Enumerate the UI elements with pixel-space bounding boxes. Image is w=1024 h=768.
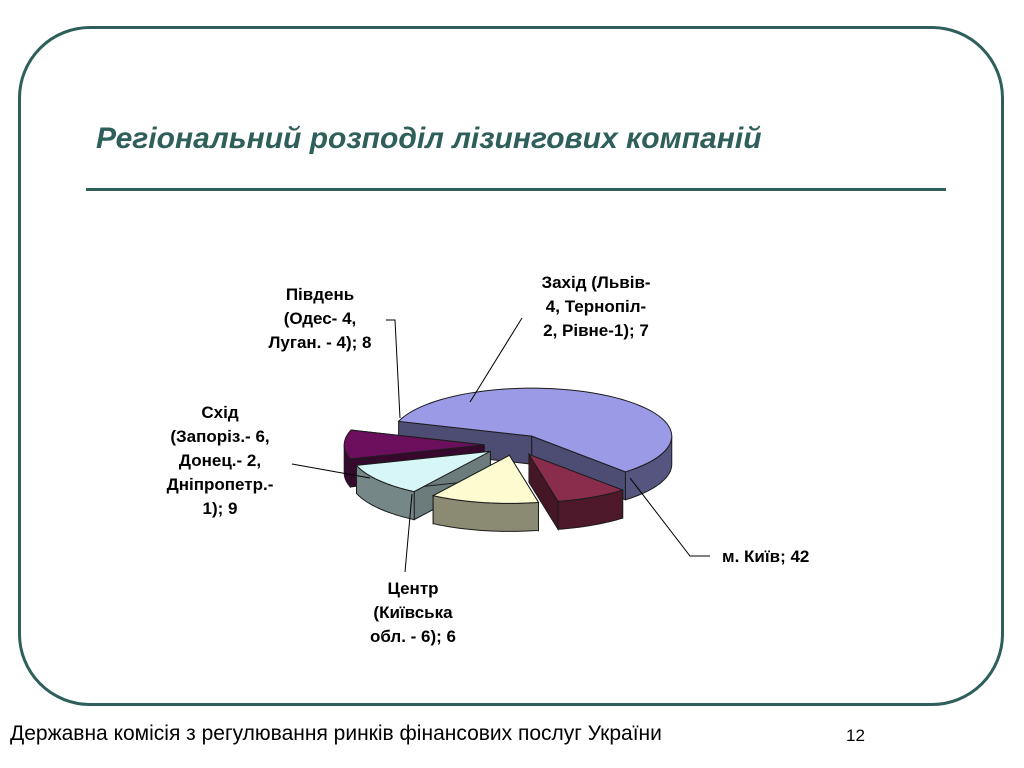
data-label-line: Луган. - 4); 8 — [269, 333, 372, 352]
footer-text: Державна комісія з регулювання ринків фі… — [10, 722, 662, 745]
data-label-line: Центр — [387, 579, 438, 598]
data-label-line: (Київська — [373, 603, 453, 622]
leader-line-4 — [469, 317, 523, 403]
data-label-line: (Одес- 4, — [284, 309, 357, 328]
slide-frame — [18, 26, 1004, 706]
data-label-line: Захід (Львів- — [541, 273, 650, 292]
data-label-1: Центр (Київська обл. - 6); 6 — [370, 579, 456, 646]
leader-line-2 — [291, 463, 371, 479]
data-label-3: Південь (Одес- 4, Луган. - 4); 8 — [269, 285, 372, 352]
pie-slice-2 — [431, 453, 540, 533]
title-divider — [86, 188, 946, 191]
data-label-line: Схід — [201, 403, 238, 422]
pie-slice-1 — [527, 452, 625, 532]
data-label-2: Схід (Запоріз.- 6, Донец.- 2, Дніпропетр.- 1… — [167, 403, 274, 518]
data-label-line: 2, Рівне-1); 7 — [543, 321, 649, 340]
slide-title: Регіональний розподіл лізингових компані… — [96, 122, 762, 155]
leader-line-0 — [629, 477, 710, 557]
data-label-line: (Запоріз.- 6, — [170, 427, 269, 446]
data-label-line: Донец.- 2, — [179, 451, 261, 470]
data-label-line: м. Київ; 42 — [722, 547, 809, 566]
leader-line-3 — [386, 319, 401, 419]
page-number: 12 — [846, 726, 865, 745]
data-label-line: обл. - 6); 6 — [370, 627, 456, 646]
data-label-line: Дніпропетр.- — [167, 475, 274, 494]
data-label-line: 1); 9 — [203, 499, 238, 518]
data-label-line: 4, Тернопіл- — [546, 297, 646, 316]
leader-line-1 — [404, 493, 413, 573]
data-label-4: Захід (Львів- 4, Тернопіл- 2, Рівне-1); 7 — [541, 273, 650, 340]
data-label-0: м. Київ; 42 — [722, 547, 809, 566]
data-label-line: Південь — [286, 285, 354, 304]
